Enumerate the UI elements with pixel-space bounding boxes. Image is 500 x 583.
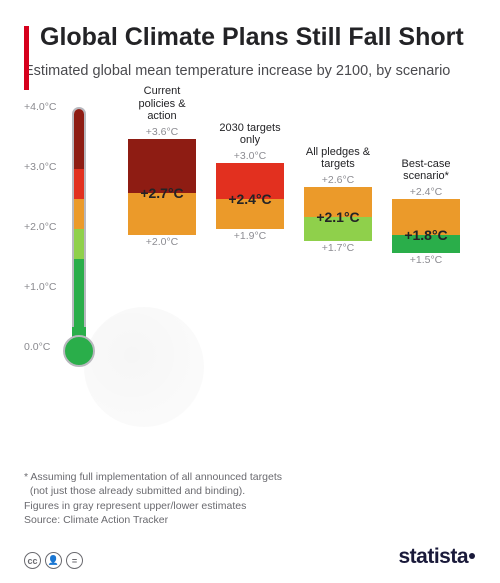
- scenario-label: Best-case scenario*: [392, 157, 460, 183]
- scenario-column: Best-case scenario* +2.4°C +1.8°C +1.5°C: [392, 157, 460, 266]
- cc-license-icons: cc 👤 =: [24, 552, 83, 569]
- title: Global Climate Plans Still Fall Short: [40, 24, 476, 52]
- bar-stack: +2.4°C: [216, 163, 284, 229]
- lower-estimate: +1.5°C: [392, 254, 460, 266]
- bar-stack: +2.7°C: [128, 139, 196, 235]
- axis-tick: +1.0°C: [24, 281, 57, 293]
- scenario-column: All pledges & targets +2.6°C +2.1°C +1.7°C: [304, 145, 372, 254]
- center-estimate: +1.8°C: [392, 227, 460, 243]
- source-line: Source: Climate Action Tracker: [24, 513, 282, 527]
- thermometer: [68, 107, 90, 377]
- upper-estimate: +3.0°C: [216, 150, 284, 162]
- axis-tick: 0.0°C: [24, 341, 50, 353]
- accent-bar: [24, 26, 29, 90]
- center-estimate: +2.1°C: [304, 209, 372, 225]
- bar-stack: +1.8°C: [392, 199, 460, 253]
- footnote-line: Figures in gray represent upper/lower es…: [24, 499, 282, 513]
- bar-stack: +2.1°C: [304, 187, 372, 241]
- logo-dot-icon: [469, 553, 475, 559]
- axis-tick: +3.0°C: [24, 161, 57, 173]
- lower-estimate: +2.0°C: [128, 236, 196, 248]
- thermometer-segment: [74, 229, 84, 259]
- lower-estimate: +1.7°C: [304, 242, 372, 254]
- cc-nd-icon: =: [66, 552, 83, 569]
- thermometer-tube: [72, 107, 86, 347]
- axis-tick: +4.0°C: [24, 101, 57, 113]
- cc-icon: cc: [24, 552, 41, 569]
- subtitle: Estimated global mean temperature increa…: [24, 62, 476, 82]
- lower-estimate: +1.9°C: [216, 230, 284, 242]
- footnotes: * Assuming full implementation of all an…: [24, 470, 282, 527]
- infographic-card: Global Climate Plans Still Fall Short Es…: [0, 0, 500, 583]
- statista-logo: statista: [398, 545, 476, 569]
- scenario-label: 2030 targets only: [216, 121, 284, 147]
- thermometer-segment: [74, 199, 84, 229]
- footnote-line: (not just those already submitted and bi…: [24, 484, 282, 498]
- cc-by-icon: 👤: [45, 552, 62, 569]
- upper-estimate: +2.4°C: [392, 186, 460, 198]
- scenario-column: Current policies & action +3.6°C +2.7°C +2.…: [128, 85, 196, 248]
- thermometer-segment: [74, 109, 84, 169]
- upper-estimate: +3.6°C: [128, 126, 196, 138]
- axis-tick: +2.0°C: [24, 221, 57, 233]
- footnote-line: * Assuming full implementation of all an…: [24, 470, 282, 484]
- chart-area: 0.0°C+1.0°C+2.0°C+3.0°C+4.0°CCurrent pol…: [24, 107, 476, 407]
- center-estimate: +2.7°C: [128, 185, 196, 201]
- scenario-column: 2030 targets only +3.0°C +2.4°C +1.9°C: [216, 121, 284, 242]
- thermometer-bulb: [63, 335, 95, 367]
- thermometer-segment: [74, 169, 84, 199]
- scenario-label: All pledges & targets: [304, 145, 372, 171]
- center-estimate: +2.4°C: [216, 191, 284, 207]
- scenario-label: Current policies & action: [128, 85, 196, 123]
- globe-decoration: [84, 307, 204, 427]
- upper-estimate: +2.6°C: [304, 174, 372, 186]
- footer: cc 👤 = statista: [24, 545, 476, 569]
